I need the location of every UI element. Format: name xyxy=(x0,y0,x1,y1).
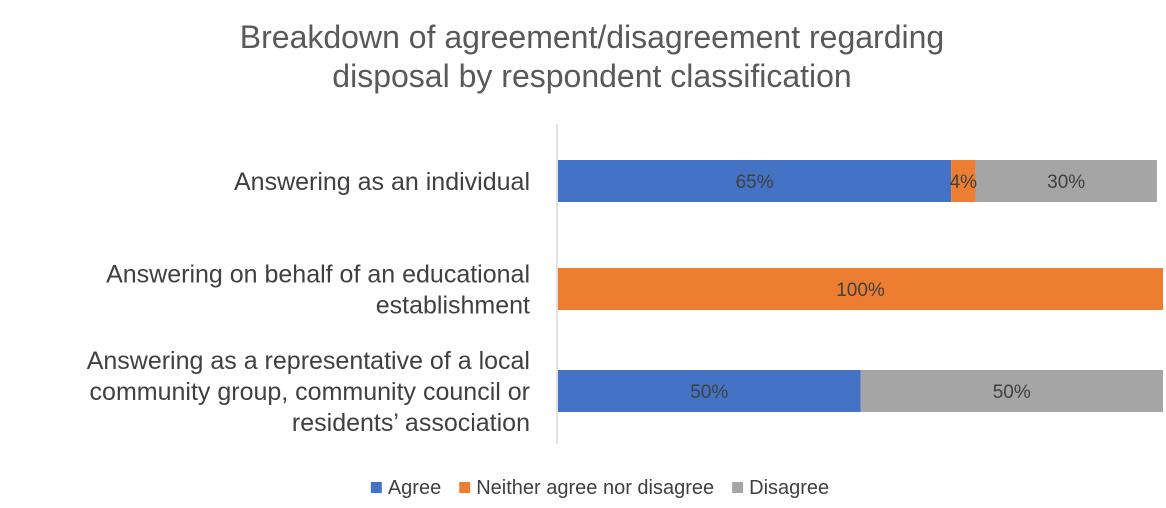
category-label-0-line-0: Answering as an individual xyxy=(234,168,530,196)
category-label-2-line-0: Answering as a representative of a local xyxy=(87,347,530,375)
category-label-1-line-1: establishment xyxy=(376,292,530,320)
legend-swatch-neither-agree-nor-disagree xyxy=(459,482,471,493)
category-label-1-line-0: Answering on behalf of an educational xyxy=(106,261,530,289)
bar-disagree-2 xyxy=(860,370,1163,412)
bar-disagree-0 xyxy=(975,160,1157,202)
data-label-neither-agree-nor-disagree-0: 4% xyxy=(950,172,978,193)
chart-title-line-2: disposal by respondent classification xyxy=(332,58,851,94)
legend-label-disagree: Disagree xyxy=(749,477,829,499)
bar-neither-agree-nor-disagree-0 xyxy=(951,160,976,202)
data-labels: 65% 4% 30% 100% 50% 50% xyxy=(690,172,1085,403)
category-label-2-line-1: community group, community council or xyxy=(90,378,530,406)
data-label-agree-0: 65% xyxy=(736,172,774,193)
category-label-2-line-2: residents’ association xyxy=(292,409,530,437)
bar-agree-0 xyxy=(558,160,952,202)
bar-neither-agree-nor-disagree-1 xyxy=(558,268,1163,310)
category-labels: Answering as an individual Answering on b… xyxy=(87,168,530,437)
bar-agree-2 xyxy=(558,370,861,412)
chart-title: Breakdown of agreement/disagreement rega… xyxy=(240,19,944,94)
data-label-disagree-2: 50% xyxy=(993,382,1031,403)
bars xyxy=(558,160,1163,412)
legend-swatch-disagree xyxy=(732,482,744,493)
data-label-disagree-0: 30% xyxy=(1047,172,1085,193)
legend-label-neither-agree-nor-disagree: Neither agree nor disagree xyxy=(476,477,714,499)
legend: Agree Neither agree nor disagree Disagree xyxy=(370,477,829,499)
legend-label-agree: Agree xyxy=(388,477,441,499)
data-label-agree-2: 50% xyxy=(690,382,728,403)
data-label-neither-agree-nor-disagree-1: 100% xyxy=(836,280,885,301)
chart-title-line-1: Breakdown of agreement/disagreement rega… xyxy=(240,19,944,55)
legend-swatch-agree xyxy=(370,482,382,493)
